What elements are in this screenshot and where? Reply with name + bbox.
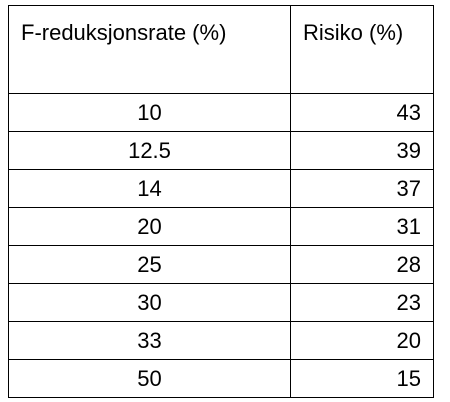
table-row: 12.5 39 — [8, 131, 434, 170]
rate-cell: 20 — [8, 207, 291, 246]
rate-cell: 25 — [8, 245, 291, 284]
table-row: 25 28 — [8, 245, 434, 284]
header-row: F-reduksjonsrate (%) Risiko (%) — [8, 5, 434, 94]
risk-cell: 20 — [290, 321, 434, 360]
table-row: 33 20 — [8, 321, 434, 360]
risk-cell: 15 — [290, 359, 434, 398]
risk-cell: 28 — [290, 245, 434, 284]
table-body: 10 43 12.5 39 14 37 20 31 25 28 30 23 33 20 50 15 — [8, 93, 434, 398]
rate-cell: 14 — [8, 169, 291, 208]
risk-cell: 39 — [290, 131, 434, 170]
rate-cell: 33 — [8, 321, 291, 360]
risk-cell: 31 — [290, 207, 434, 246]
table-row: 20 31 — [8, 207, 434, 246]
table-row: 14 37 — [8, 169, 434, 208]
header-cell: Risiko (%) — [290, 5, 434, 94]
data-table: F-reduksjonsrate (%) Risiko (%) 10 43 12.5… — [8, 5, 434, 398]
rate-cell: 12.5 — [8, 131, 291, 170]
risk-cell: 43 — [290, 93, 434, 132]
rate-cell: 10 — [8, 93, 291, 132]
table-row: 30 23 — [8, 283, 434, 322]
table-row: 10 43 — [8, 93, 434, 132]
table-row: 50 15 — [8, 359, 434, 398]
risk-cell: 37 — [290, 169, 434, 208]
rate-cell: 50 — [8, 359, 291, 398]
table-header: F-reduksjonsrate (%) Risiko (%) — [8, 5, 434, 94]
risk-cell: 23 — [290, 283, 434, 322]
rate-cell: 30 — [8, 283, 291, 322]
header-cell: F-reduksjonsrate (%) — [8, 5, 291, 94]
